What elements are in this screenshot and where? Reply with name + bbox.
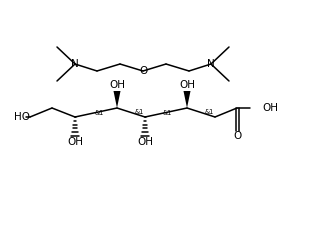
Text: OH: OH [137,137,153,147]
Text: O: O [139,66,147,76]
Polygon shape [184,91,191,108]
Polygon shape [113,91,120,108]
Text: &1: &1 [163,110,172,116]
Text: OH: OH [179,80,195,90]
Text: &1: &1 [205,109,214,115]
Text: O: O [233,131,241,141]
Text: OH: OH [109,80,125,90]
Text: OH: OH [67,137,83,147]
Text: N: N [207,59,215,69]
Text: OH: OH [262,103,278,113]
Text: HO: HO [14,112,30,122]
Text: N: N [71,59,79,69]
Text: &1: &1 [95,110,104,116]
Text: &1: &1 [135,109,144,115]
